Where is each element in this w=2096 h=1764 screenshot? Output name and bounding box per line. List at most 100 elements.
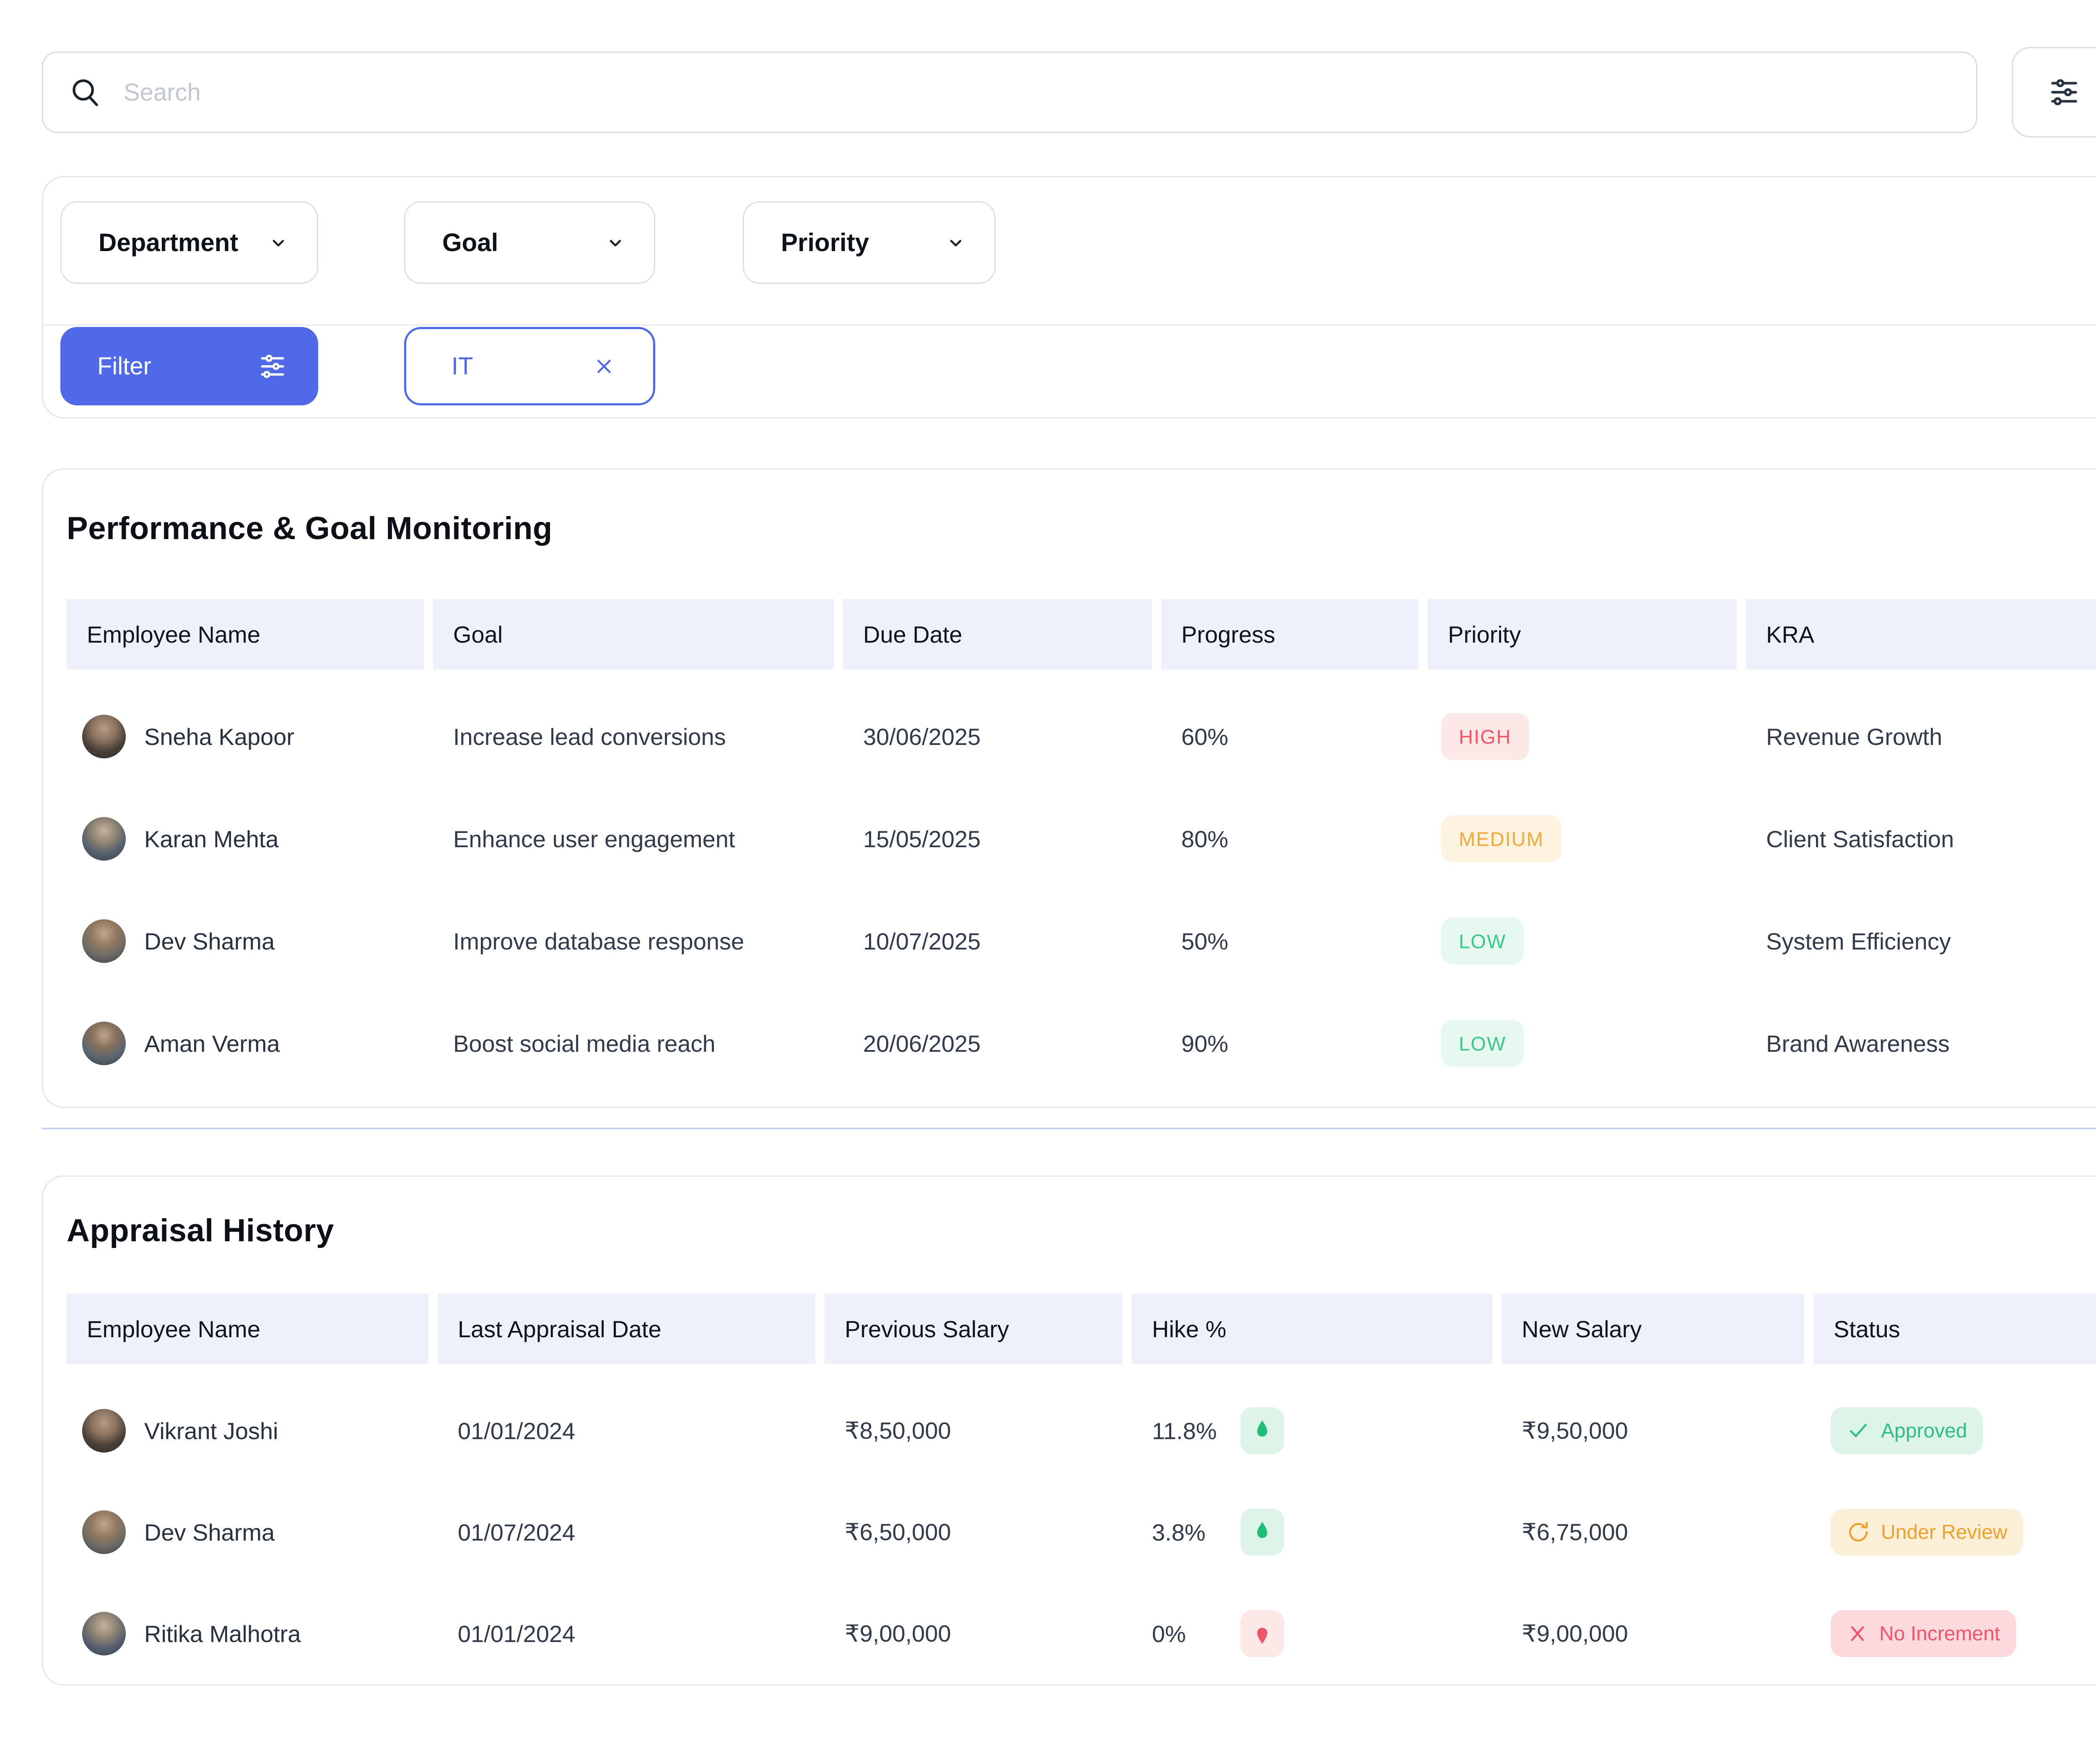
apply-filter-button[interactable]: Filter (60, 327, 318, 405)
department-dropdown-label: Department (99, 228, 238, 257)
table-row: Sneha Kapoor Increase lead conversions 3… (67, 685, 2096, 788)
performance-title: Performance & Goal Monitoring (67, 510, 553, 547)
hike-percent: 11.8% (1152, 1417, 1240, 1445)
performance-table-header: Employee Name Goal Due Date Progress Pri… (67, 599, 2096, 669)
status-label: Approved (1881, 1419, 1967, 1442)
priority-badge: HIGH (1441, 713, 1529, 760)
employee-name: Dev Sharma (144, 1519, 275, 1546)
appraisal-table-header: Employee Name Last Appraisal Date Previo… (67, 1294, 2096, 1364)
top-bar: Filter Create (42, 47, 2096, 137)
avatar (82, 1612, 126, 1655)
column-header-previous-salary: Previous Salary (825, 1294, 1123, 1364)
x-icon (1847, 1623, 1868, 1645)
employee-cell: Dev Sharma (67, 919, 424, 963)
new-salary-cell: ₹9,50,000 (1502, 1417, 1804, 1445)
column-header-last-appraisal-date: Last Appraisal Date (438, 1294, 815, 1364)
priority-cell: MEDIUM (1428, 815, 1737, 862)
performance-goal-monitoring-card: Performance & Goal Monitoring View all E… (42, 468, 2096, 1108)
column-header-new-salary: New Salary (1502, 1294, 1804, 1364)
active-filter-chip-label: IT (451, 352, 473, 380)
employee-name: Karan Mehta (144, 825, 279, 853)
employee-name: Dev Sharma (144, 928, 275, 955)
column-header-goal: Goal (433, 599, 834, 669)
priority-badge: MEDIUM (1441, 815, 1562, 862)
trend-up-icon (1240, 1407, 1284, 1454)
trend-down-icon (1240, 1610, 1284, 1657)
employee-cell: Ritika Malhotra (67, 1612, 428, 1655)
employee-name: Ritika Malhotra (144, 1620, 301, 1647)
new-salary-cell: ₹9,00,000 (1502, 1620, 1804, 1647)
column-header-status: Status (1813, 1294, 2096, 1364)
column-header-employee-name: Employee Name (67, 1294, 428, 1364)
employee-cell: Aman Verma (67, 1022, 424, 1065)
employee-name: Vikrant Joshi (144, 1417, 278, 1445)
avatar (82, 715, 126, 758)
employee-name: Aman Verma (144, 1030, 280, 1057)
last-appraisal-date-cell: 01/07/2024 (438, 1519, 815, 1546)
priority-badge: LOW (1441, 1020, 1524, 1067)
progress-cell: 80% (1161, 825, 1419, 853)
kra-cell: Client Satisfaction (1746, 825, 2096, 853)
kra-cell: Brand Awareness (1746, 1030, 2096, 1057)
avatar (82, 817, 126, 861)
trend-up-icon (1240, 1509, 1284, 1556)
status-badge: Under Review (1831, 1509, 2023, 1556)
hr-dashboard-page: Filter Create Department Goal (0, 47, 2096, 1686)
table-row: Karan Mehta Enhance user engagement 15/0… (67, 788, 2096, 890)
avatar (82, 919, 126, 963)
chevron-down-icon (267, 232, 289, 254)
table-row: Vikrant Joshi 01/01/2024 ₹8,50,000 11.8%… (67, 1380, 2096, 1481)
goal-cell: Increase lead conversions (433, 723, 834, 750)
column-header-priority: Priority (1428, 599, 1737, 669)
performance-card-header: Performance & Goal Monitoring View all (67, 470, 2096, 547)
goal-cell: Enhance user engagement (433, 825, 834, 853)
progress-cell: 60% (1161, 723, 1419, 750)
column-header-due-date: Due Date (843, 599, 1152, 669)
due-date-cell: 30/06/2025 (843, 723, 1152, 750)
appraisal-title: Appraisal History (67, 1212, 334, 1250)
column-header-employee-name: Employee Name (67, 599, 424, 669)
employee-cell: Dev Sharma (67, 1510, 428, 1554)
section-divider (42, 1128, 2096, 1129)
close-icon[interactable] (593, 355, 615, 378)
status-badge: No Increment (1831, 1610, 2016, 1657)
priority-cell: HIGH (1428, 713, 1737, 760)
sliders-icon (259, 353, 286, 380)
new-salary-cell: ₹6,75,000 (1502, 1518, 1804, 1546)
goal-cell: Improve database response (433, 928, 834, 955)
filter-panel-divider (43, 324, 2096, 326)
progress-cell: 90% (1161, 1030, 1419, 1057)
due-date-cell: 20/06/2025 (843, 1030, 1152, 1057)
priority-cell: LOW (1428, 1020, 1737, 1067)
filter-button[interactable]: Filter (2012, 47, 2096, 137)
appraisal-table-body: Vikrant Joshi 01/01/2024 ₹8,50,000 11.8%… (67, 1380, 2096, 1684)
search-icon (67, 74, 104, 110)
table-row: Ritika Malhotra 01/01/2024 ₹9,00,000 0% … (67, 1583, 2096, 1684)
apply-filter-label: Filter (97, 352, 151, 380)
last-appraisal-date-cell: 01/01/2024 (438, 1620, 815, 1647)
avatar (82, 1409, 126, 1453)
employee-cell: Karan Mehta (67, 817, 424, 861)
hike-percent: 0% (1152, 1620, 1240, 1647)
status-cell: No Increment (1813, 1610, 2096, 1657)
search-input[interactable] (123, 78, 1952, 107)
hike-cell: 11.8% (1132, 1407, 1492, 1454)
employee-cell: Vikrant Joshi (67, 1409, 428, 1453)
department-dropdown[interactable]: Department (60, 201, 318, 284)
priority-dropdown[interactable]: Priority (743, 201, 996, 284)
column-header-progress: Progress (1161, 599, 1419, 669)
avatar (82, 1022, 126, 1065)
check-icon (1847, 1419, 1870, 1442)
active-filter-chip-it[interactable]: IT (404, 327, 655, 405)
table-row: Dev Sharma 01/07/2024 ₹6,50,000 3.8% ₹6,… (67, 1481, 2096, 1583)
refresh-icon (1847, 1520, 1870, 1544)
priority-badge: LOW (1441, 918, 1524, 965)
search-bar[interactable] (42, 52, 1977, 133)
filter-dropdown-row: Department Goal Priority (60, 201, 2096, 284)
hike-cell: 3.8% (1132, 1509, 1492, 1556)
goal-dropdown[interactable]: Goal (404, 201, 655, 284)
filter-panel: Department Goal Priority Filter (42, 176, 2096, 418)
status-badge: Approved (1831, 1407, 1983, 1454)
column-header-hike-percent: Hike % (1132, 1294, 1492, 1364)
progress-cell: 50% (1161, 928, 1419, 955)
